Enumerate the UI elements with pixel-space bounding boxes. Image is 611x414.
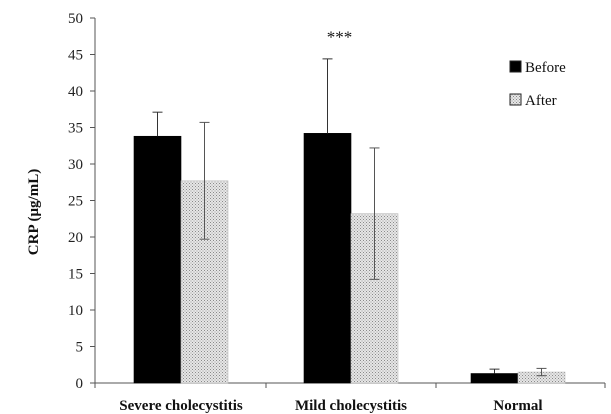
- bar-before-2: [303, 133, 352, 384]
- x-tick-label: Normal: [493, 398, 542, 414]
- legend: Before After: [509, 60, 566, 109]
- legend-swatch-before: [509, 60, 522, 73]
- x-tick-label: Mild cholecystitis: [295, 398, 407, 414]
- legend-label-before: Before: [525, 60, 566, 76]
- bar-before-3: [470, 373, 519, 384]
- legend-label-after: After: [525, 93, 557, 109]
- y-tick-label: 10: [68, 303, 83, 319]
- y-tick-label: 45: [68, 48, 83, 64]
- y-tick-label: 35: [68, 121, 83, 137]
- y-tick-label: 25: [68, 194, 83, 210]
- y-tick-label: 0: [76, 376, 84, 392]
- y-axis-title: CRP (μg/mL): [26, 169, 42, 255]
- y-tick-label: 40: [68, 84, 83, 100]
- y-tick-label: 20: [68, 230, 83, 246]
- y-tick-label: 15: [68, 267, 83, 283]
- x-tick-label: Severe cholecystitis: [119, 398, 243, 414]
- legend-swatch-after: [509, 93, 522, 106]
- y-tick-label: 5: [76, 340, 84, 356]
- bar-before-1: [133, 135, 182, 384]
- y-tick-label: 50: [68, 11, 83, 27]
- y-tick-label: 30: [68, 157, 83, 173]
- significance-annotation: ***: [327, 27, 353, 46]
